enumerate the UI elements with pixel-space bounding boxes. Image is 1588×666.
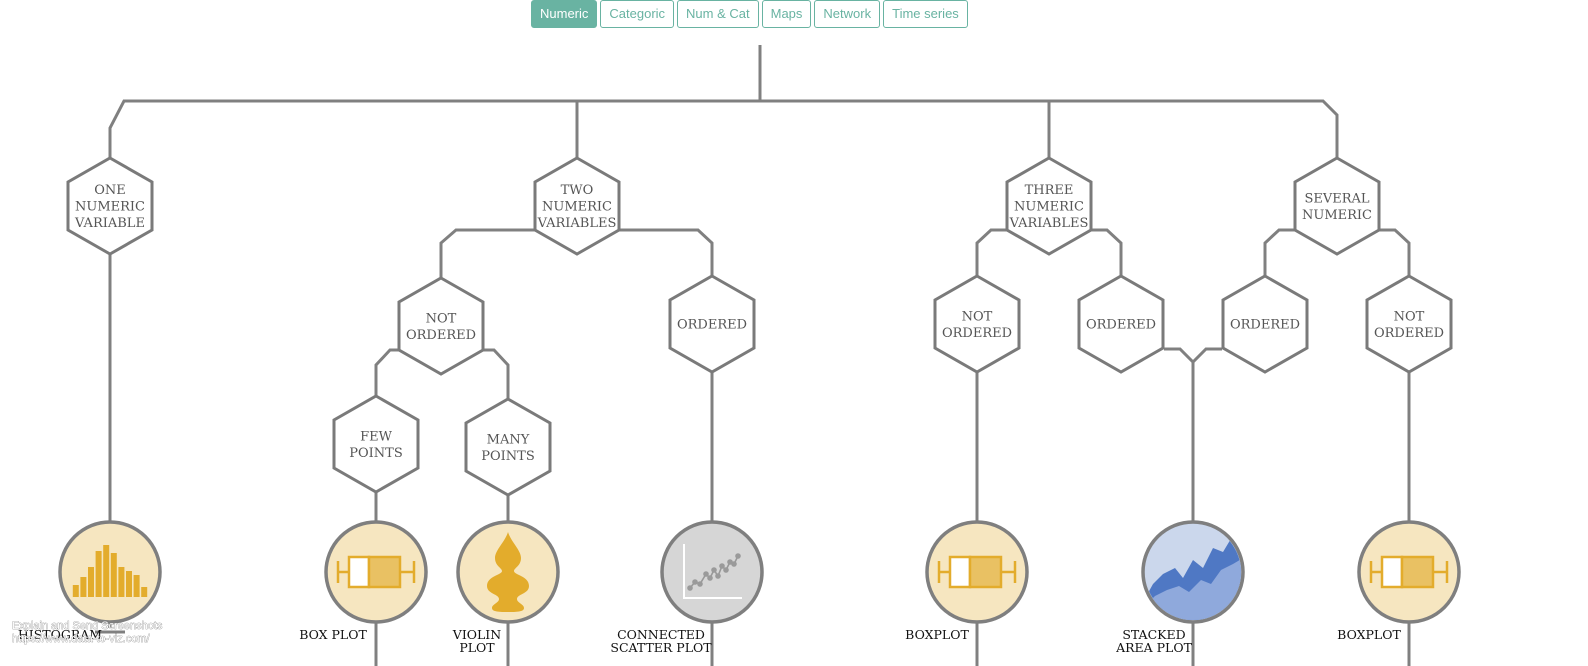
node-label-line: ONE <box>94 183 126 198</box>
node-label-line: ORDERED <box>677 318 747 333</box>
leaf-boxplot-several[interactable]: BOXPLOT <box>1337 520 1461 642</box>
node-label-line: FEW <box>360 429 393 444</box>
watermark-line: Explain and Send Screenshots <box>12 620 163 632</box>
hexagon-shape <box>533 156 621 256</box>
node-label-line: NOT <box>962 309 993 324</box>
hexagon-shape <box>464 397 552 497</box>
leaf-label-line: CONNECTED <box>617 627 705 642</box>
tab-time-series[interactable]: Time series <box>883 0 968 28</box>
node-label-line: NUMERIC <box>1014 200 1084 215</box>
tab-categoric[interactable]: Categoric <box>600 0 675 28</box>
leaf-label-line: AREA PLOT <box>1115 640 1193 655</box>
node-label-line: THREE <box>1025 183 1074 198</box>
node-label-line: VARIABLES <box>1009 216 1089 231</box>
node-label-line: POINTS <box>481 449 535 464</box>
node-label-line: VARIABLE <box>74 216 145 231</box>
leaf-circle <box>660 520 764 624</box>
node-several-numeric[interactable]: SEVERAL NUMERIC <box>1293 156 1381 256</box>
node-label-line: NUMERIC <box>1302 208 1372 223</box>
boxplot-icon <box>937 555 1017 589</box>
leaf-label-line: VIOLIN <box>452 627 501 642</box>
node-few-points[interactable]: FEW POINTS <box>332 394 420 494</box>
node-three-ordered[interactable]: ORDERED <box>1077 274 1165 374</box>
node-several-not-ordered[interactable]: NOT ORDERED <box>1365 274 1453 374</box>
leaf-label-line: PLOT <box>459 640 495 655</box>
leaf-label-line: BOXPLOT <box>1337 627 1401 642</box>
connected-scatter-icon <box>683 544 742 599</box>
hexagon-shape <box>668 274 756 374</box>
hexagon-shape <box>332 394 420 494</box>
node-label-line: SEVERAL <box>1304 191 1369 206</box>
leaf-label-line: BOXPLOT <box>905 627 969 642</box>
stacked-area-icon <box>1145 532 1241 620</box>
node-label-line: ORDERED <box>1230 318 1300 333</box>
leaf-label-line: STACKED <box>1122 627 1185 642</box>
node-label-line: NUMERIC <box>75 200 145 215</box>
node-label-line: ORDERED <box>406 328 476 343</box>
tab-num-cat[interactable]: Num & Cat <box>677 0 759 28</box>
boxplot-icon <box>336 555 416 589</box>
node-label-line: ORDERED <box>942 326 1012 341</box>
leaf-box-plot[interactable]: BOX PLOT <box>299 520 428 642</box>
hexagon-shape <box>1077 274 1165 374</box>
violin-icon <box>487 532 529 612</box>
node-label-line: POINTS <box>349 446 403 461</box>
watermark: Explain and Send Screenshotshttps://www.… <box>12 620 164 646</box>
leaf-label-line: SCATTER PLOT <box>610 640 712 655</box>
node-label-line: MANY <box>487 432 530 447</box>
leaf-histogram[interactable]: HISTOGRAM <box>18 520 162 642</box>
hexagon-shape <box>66 156 154 256</box>
hexagon-shape <box>397 276 485 376</box>
node-label-line: NOT <box>426 311 457 326</box>
node-label-line: NOT <box>1394 309 1425 324</box>
node-label-line: TWO <box>561 183 594 198</box>
hexagon-shape <box>1221 274 1309 374</box>
node-three-not-ordered[interactable]: NOT ORDERED <box>933 274 1021 374</box>
histogram-icon <box>72 545 148 597</box>
node-label-line: ORDERED <box>1086 318 1156 333</box>
watermark-line: https://www.data-to-viz.com/ <box>12 633 150 645</box>
tab-maps[interactable]: Maps <box>761 0 812 28</box>
node-two-not-ordered[interactable]: NOT ORDERED <box>397 276 485 376</box>
hexagon-shape <box>1293 156 1381 256</box>
node-many-points[interactable]: MANY POINTS <box>464 397 552 497</box>
node-label-line: ORDERED <box>1374 326 1444 341</box>
leaf-label-line: HISTOGRAM <box>18 627 102 642</box>
tab-network[interactable]: Network <box>814 0 881 28</box>
leaf-label-line: BOX PLOT <box>299 627 367 642</box>
hexagon-shape <box>1365 274 1453 374</box>
tab-numeric[interactable]: Numeric <box>531 0 598 28</box>
node-label-line: VARIABLES <box>537 216 617 231</box>
hexagon-shape <box>1005 156 1093 256</box>
node-several-ordered[interactable]: ORDERED <box>1221 274 1309 374</box>
chart-type-tabs: Numeric Categoric Num & Cat Maps Network Time… <box>531 0 968 28</box>
boxplot-icon <box>1369 555 1449 589</box>
hexagon-shape <box>933 274 1021 374</box>
node-two-ordered[interactable]: ORDERED <box>668 274 756 374</box>
node-label-line: NUMERIC <box>542 200 612 215</box>
leaf-boxplot-three[interactable]: BOXPLOT <box>905 520 1029 642</box>
leaf-circle <box>58 520 162 624</box>
